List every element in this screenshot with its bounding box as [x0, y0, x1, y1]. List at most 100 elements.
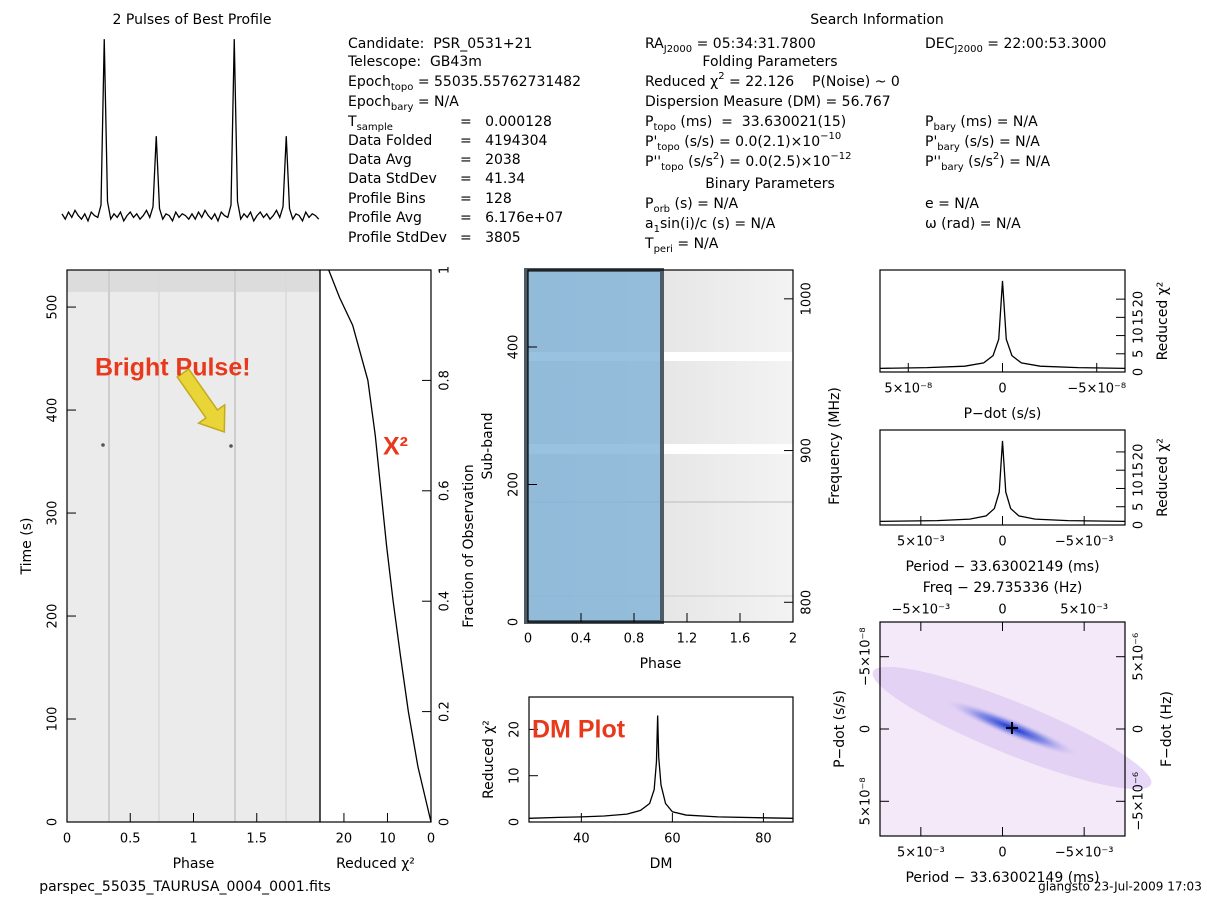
y-tick-label: 20 [508, 721, 523, 738]
info-segment: = N/A [413, 94, 459, 110]
x-tick-label: 60 [664, 832, 681, 847]
x-tick-label: 0.8 [624, 632, 645, 647]
y-tick-label: 10 [508, 767, 523, 784]
info-segment: (ms) = N/A [956, 114, 1038, 130]
info-segment: Candidate: PSR_0531+21 [348, 36, 532, 52]
info-segment: T [644, 236, 654, 252]
info-segment: 1 [654, 224, 660, 235]
info-segment: peri [654, 244, 673, 255]
info-line: DECJ2000 = 22:00:53.3000 [925, 36, 1106, 55]
x-tick-label: 5×10⁻³ [897, 846, 945, 861]
footer-stamp: glangsto 23-Jul-2009 17:03 [1038, 880, 1202, 894]
info-line: Profile StdDev [348, 230, 447, 246]
y-tick-label: 200 [507, 472, 522, 497]
x-tick-label: 0.4 [571, 632, 592, 647]
info-line: = 41.34 [460, 171, 525, 187]
y-tick-label: 10 [1132, 480, 1147, 497]
info-segment: 2 [993, 151, 999, 162]
y-axis-label: Sub-band [480, 413, 496, 480]
annotation: X² [383, 433, 408, 461]
info-line: P'bary (s/s) = N/A [925, 134, 1040, 153]
ppdot-plane [872, 622, 1152, 836]
y-tick-label: 300 [46, 501, 61, 526]
y-tick-label: 20 [1132, 291, 1147, 308]
info-line: P''topo (s/s2) = 0.0(2.5)×10−12 [645, 151, 851, 173]
info-segment: (s) = N/A [670, 196, 738, 212]
y-tick-label: 800 [800, 590, 815, 615]
info-segment: bary [933, 122, 956, 133]
x-tick-label: 0 [998, 535, 1006, 550]
info-segment: Dispersion Measure (DM) = 56.767 [645, 94, 891, 110]
info-line: = 2038 [460, 152, 521, 168]
y-tick-label: 0 [508, 818, 523, 826]
x-tick-label: 0 [998, 382, 1006, 397]
x-axis-label: Reduced χ² [336, 856, 415, 872]
info-segment: P' [645, 134, 657, 150]
info-title: Search Information [810, 12, 944, 28]
x-tick-label: 1.5 [246, 832, 267, 847]
y-tick-label: 0 [46, 818, 61, 826]
y-tick-label: 5 [1132, 350, 1147, 358]
info-segment: Profile StdDev [348, 230, 447, 246]
info-segment: topo [657, 142, 680, 153]
y-tick-label: 0 [438, 818, 453, 826]
footer-file: parspec_55035_TAURUSA_0004_0001.fits [39, 879, 331, 895]
info-line: Data Avg [348, 152, 412, 168]
info-segment: Folding Parameters [702, 54, 837, 70]
info-segment: = 0.000128 [460, 114, 552, 130]
chart-title: 2 Pulses of Best Profile [113, 12, 272, 28]
x-tick-label: 40 [573, 832, 590, 847]
x-tick-label: 20 [336, 832, 353, 847]
info-line: Porb (s) = N/A [645, 196, 739, 215]
info-segment: ) = 0.0(2.5)×10 [719, 154, 830, 170]
plot-frame [527, 269, 794, 623]
info-segment: bary [391, 102, 414, 113]
info-segment: P'' [925, 154, 941, 170]
subband-image [524, 268, 793, 624]
info-line: Profile Bins [348, 191, 426, 207]
info-segment: = 05:34:31.7800 [692, 36, 816, 52]
info-line: Pbary (ms) = N/A [925, 114, 1038, 133]
info-segment: = 3805 [460, 230, 521, 246]
info-line: Ptopo (ms) = 33.630021(15) [645, 114, 846, 133]
info-segment: = 22.126 P(Noise) ~ 0 [725, 74, 900, 90]
info-segment: (s/s [684, 154, 713, 170]
y-axis-label: Reduced χ² [1155, 282, 1171, 361]
info-segment: J2000 [663, 44, 692, 55]
info-segment: = 41.34 [460, 171, 525, 187]
info-segment: topo [653, 122, 676, 133]
info-line: Binary Parameters [705, 176, 835, 192]
y-tick-label: 400 [507, 335, 522, 360]
y-axis-label: Reduced χ² [1155, 438, 1171, 517]
x-tick-label: 1.2 [677, 632, 698, 647]
y2-axis-label: F−dot (Hz) [1159, 691, 1175, 767]
y-tick-label: 200 [46, 604, 61, 629]
x-axis-label: P−dot (s/s) [964, 406, 1042, 422]
x-axis-label: Phase [640, 656, 682, 672]
x-tick-label: −5×10⁻³ [1055, 535, 1114, 550]
info-segment: = 128 [460, 191, 512, 207]
y-tick-label: 400 [46, 398, 61, 423]
info-segment: −12 [830, 151, 851, 162]
info-segment: (s/s) = 0.0(2.1)×10 [680, 134, 820, 150]
info-line: Epochbary = N/A [348, 94, 459, 113]
x-tick-label: 1 [189, 832, 197, 847]
info-segment: = 22:00:53.3000 [983, 36, 1107, 52]
info-segment: e = N/A [925, 196, 979, 212]
y-tick-label: 0.4 [438, 591, 453, 612]
info-segment: P [645, 196, 653, 212]
info-line: Dispersion Measure (DM) = 56.767 [645, 94, 891, 110]
info-segment: (s/s [964, 154, 993, 170]
info-segment: RA [645, 36, 664, 52]
x2-tick-label: 0 [998, 603, 1006, 618]
x-tick-label: 80 [755, 832, 772, 847]
info-segment: T [347, 114, 357, 130]
x-tick-label: 0.5 [120, 832, 141, 847]
x2-axis-label: Freq − 29.735336 (Hz) [923, 580, 1083, 596]
info-segment: = 2038 [460, 152, 521, 168]
info-segment: topo [661, 162, 684, 173]
info-segment: orb [653, 204, 670, 215]
y-tick-label: 1 [438, 266, 453, 274]
info-line: Profile Avg [348, 210, 422, 226]
info-line: RAJ2000 = 05:34:31.7800 [645, 36, 816, 55]
